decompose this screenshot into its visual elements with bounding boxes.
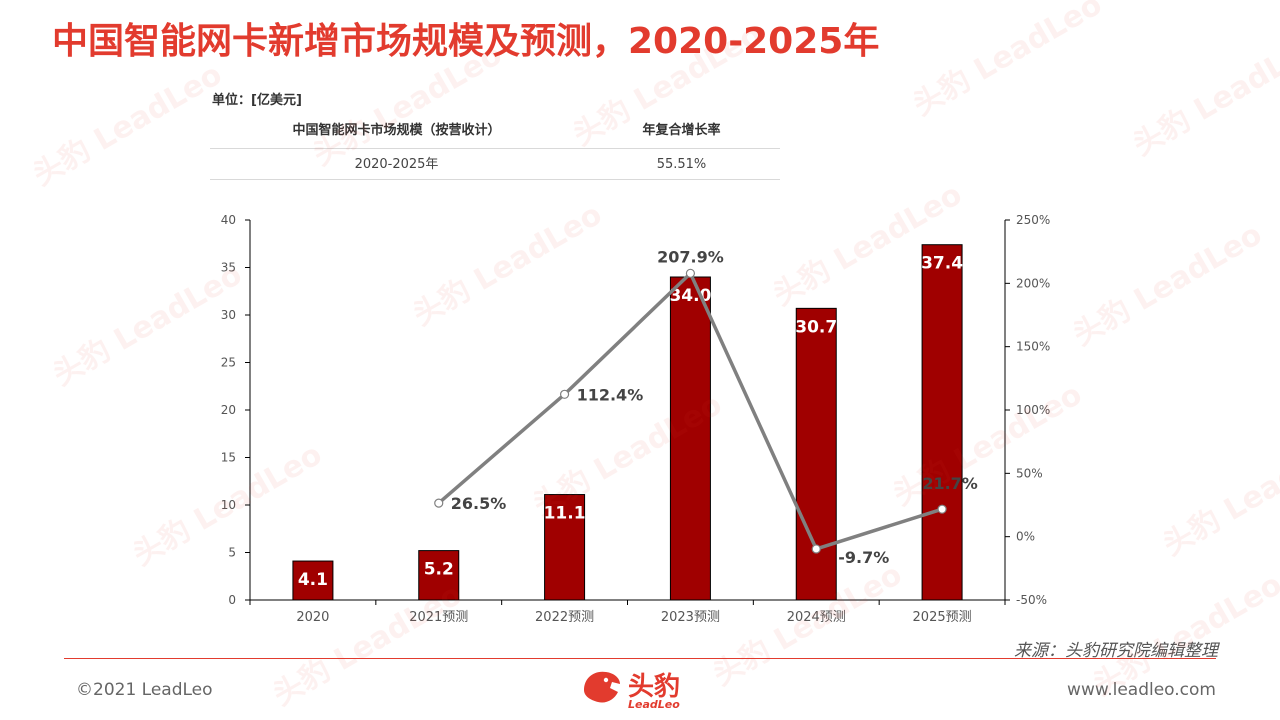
y-right-tick-label: 50% bbox=[1016, 466, 1043, 480]
x-tick-label: 2022预测 bbox=[535, 610, 594, 625]
growth-rate-label: 112.4% bbox=[577, 385, 644, 404]
y-right-tick-label: 200% bbox=[1016, 276, 1050, 290]
logo-name: 头豹 bbox=[628, 672, 681, 702]
growth-rate-label: 21.7% bbox=[922, 474, 978, 493]
bar bbox=[292, 560, 334, 601]
y-right-tick-label: 150% bbox=[1016, 340, 1050, 354]
cagr-cell-rate: 55.51% bbox=[656, 157, 707, 172]
x-tick-label: 2024预测 bbox=[787, 610, 846, 625]
growth-rate-label: 207.9% bbox=[657, 247, 724, 266]
bar-value-label: 5.2 bbox=[424, 560, 454, 580]
growth-rate-point bbox=[434, 498, 444, 508]
growth-rate-point bbox=[559, 389, 570, 399]
bar-value-label: 30.7 bbox=[795, 317, 837, 337]
y-left-tick-label: 5 bbox=[228, 546, 236, 560]
cagr-header-market: 中国智能网卡市场规模（按营收计） bbox=[292, 123, 501, 138]
leadleo-logo: 头豹 LeadLeo bbox=[576, 662, 706, 718]
cagr-table-header: 中国智能网卡市场规模（按营收计） 年复合增长率 bbox=[210, 118, 780, 149]
x-tick-label: 2021预测 bbox=[409, 610, 468, 625]
x-tick-label: 2023预测 bbox=[661, 610, 720, 625]
bar-value-label: 37.4 bbox=[921, 254, 963, 274]
growth-rate-label: -9.7% bbox=[838, 548, 889, 567]
y-left-tick-label: 35 bbox=[221, 261, 236, 275]
source-note: 来源：头豹研究院编辑整理 bbox=[1014, 641, 1218, 661]
footer-copyright: ©2021 LeadLeo bbox=[76, 680, 213, 700]
bar bbox=[544, 494, 586, 601]
cagr-header-rate: 年复合增长率 bbox=[642, 123, 721, 138]
cagr-table: 中国智能网卡市场规模（按营收计） 年复合增长率 2020-2025年 55.51… bbox=[210, 118, 780, 180]
cagr-table-row: 2020-2025年 55.51% bbox=[210, 149, 780, 180]
x-tick-label: 2020 bbox=[296, 610, 329, 625]
footer-divider bbox=[64, 658, 1216, 659]
bar-value-label: 11.1 bbox=[544, 504, 586, 524]
footer-website[interactable]: www.leadleo.com bbox=[1067, 680, 1216, 700]
y-left-tick-label: 0 bbox=[228, 593, 236, 607]
y-right-tick-label: 250% bbox=[1016, 213, 1050, 227]
logo-sub: LeadLeo bbox=[628, 698, 680, 711]
unit-label: 单位：[亿美元] bbox=[212, 93, 302, 108]
bar bbox=[795, 307, 837, 601]
y-left-tick-label: 10 bbox=[221, 498, 236, 512]
cagr-cell-period: 2020-2025年 bbox=[354, 157, 439, 172]
bar-value-label: 34.0 bbox=[669, 286, 711, 306]
page-title: 中国智能网卡新增市场规模及预测，2020-2025年 bbox=[52, 21, 880, 62]
y-left-tick-label: 30 bbox=[221, 308, 236, 322]
bar bbox=[921, 244, 963, 601]
bar bbox=[669, 276, 711, 601]
growth-rate-point bbox=[811, 544, 821, 554]
x-tick-label: 2025预测 bbox=[913, 610, 972, 625]
growth-rate-point bbox=[685, 268, 696, 278]
y-left-tick-label: 25 bbox=[221, 356, 236, 370]
growth-rate-point bbox=[937, 504, 947, 514]
growth-rate-label: 26.5% bbox=[451, 494, 507, 513]
y-right-tick-label: 0% bbox=[1016, 530, 1035, 544]
bar bbox=[418, 550, 460, 601]
y-left-tick-label: 40 bbox=[221, 213, 236, 227]
leopard-icon bbox=[584, 671, 620, 703]
y-right-tick-label: 100% bbox=[1016, 403, 1050, 417]
y-left-tick-label: 15 bbox=[221, 451, 236, 465]
y-right-tick-label: -50% bbox=[1016, 593, 1047, 607]
y-left-tick-label: 20 bbox=[221, 403, 236, 417]
bar-value-label: 4.1 bbox=[298, 570, 328, 590]
